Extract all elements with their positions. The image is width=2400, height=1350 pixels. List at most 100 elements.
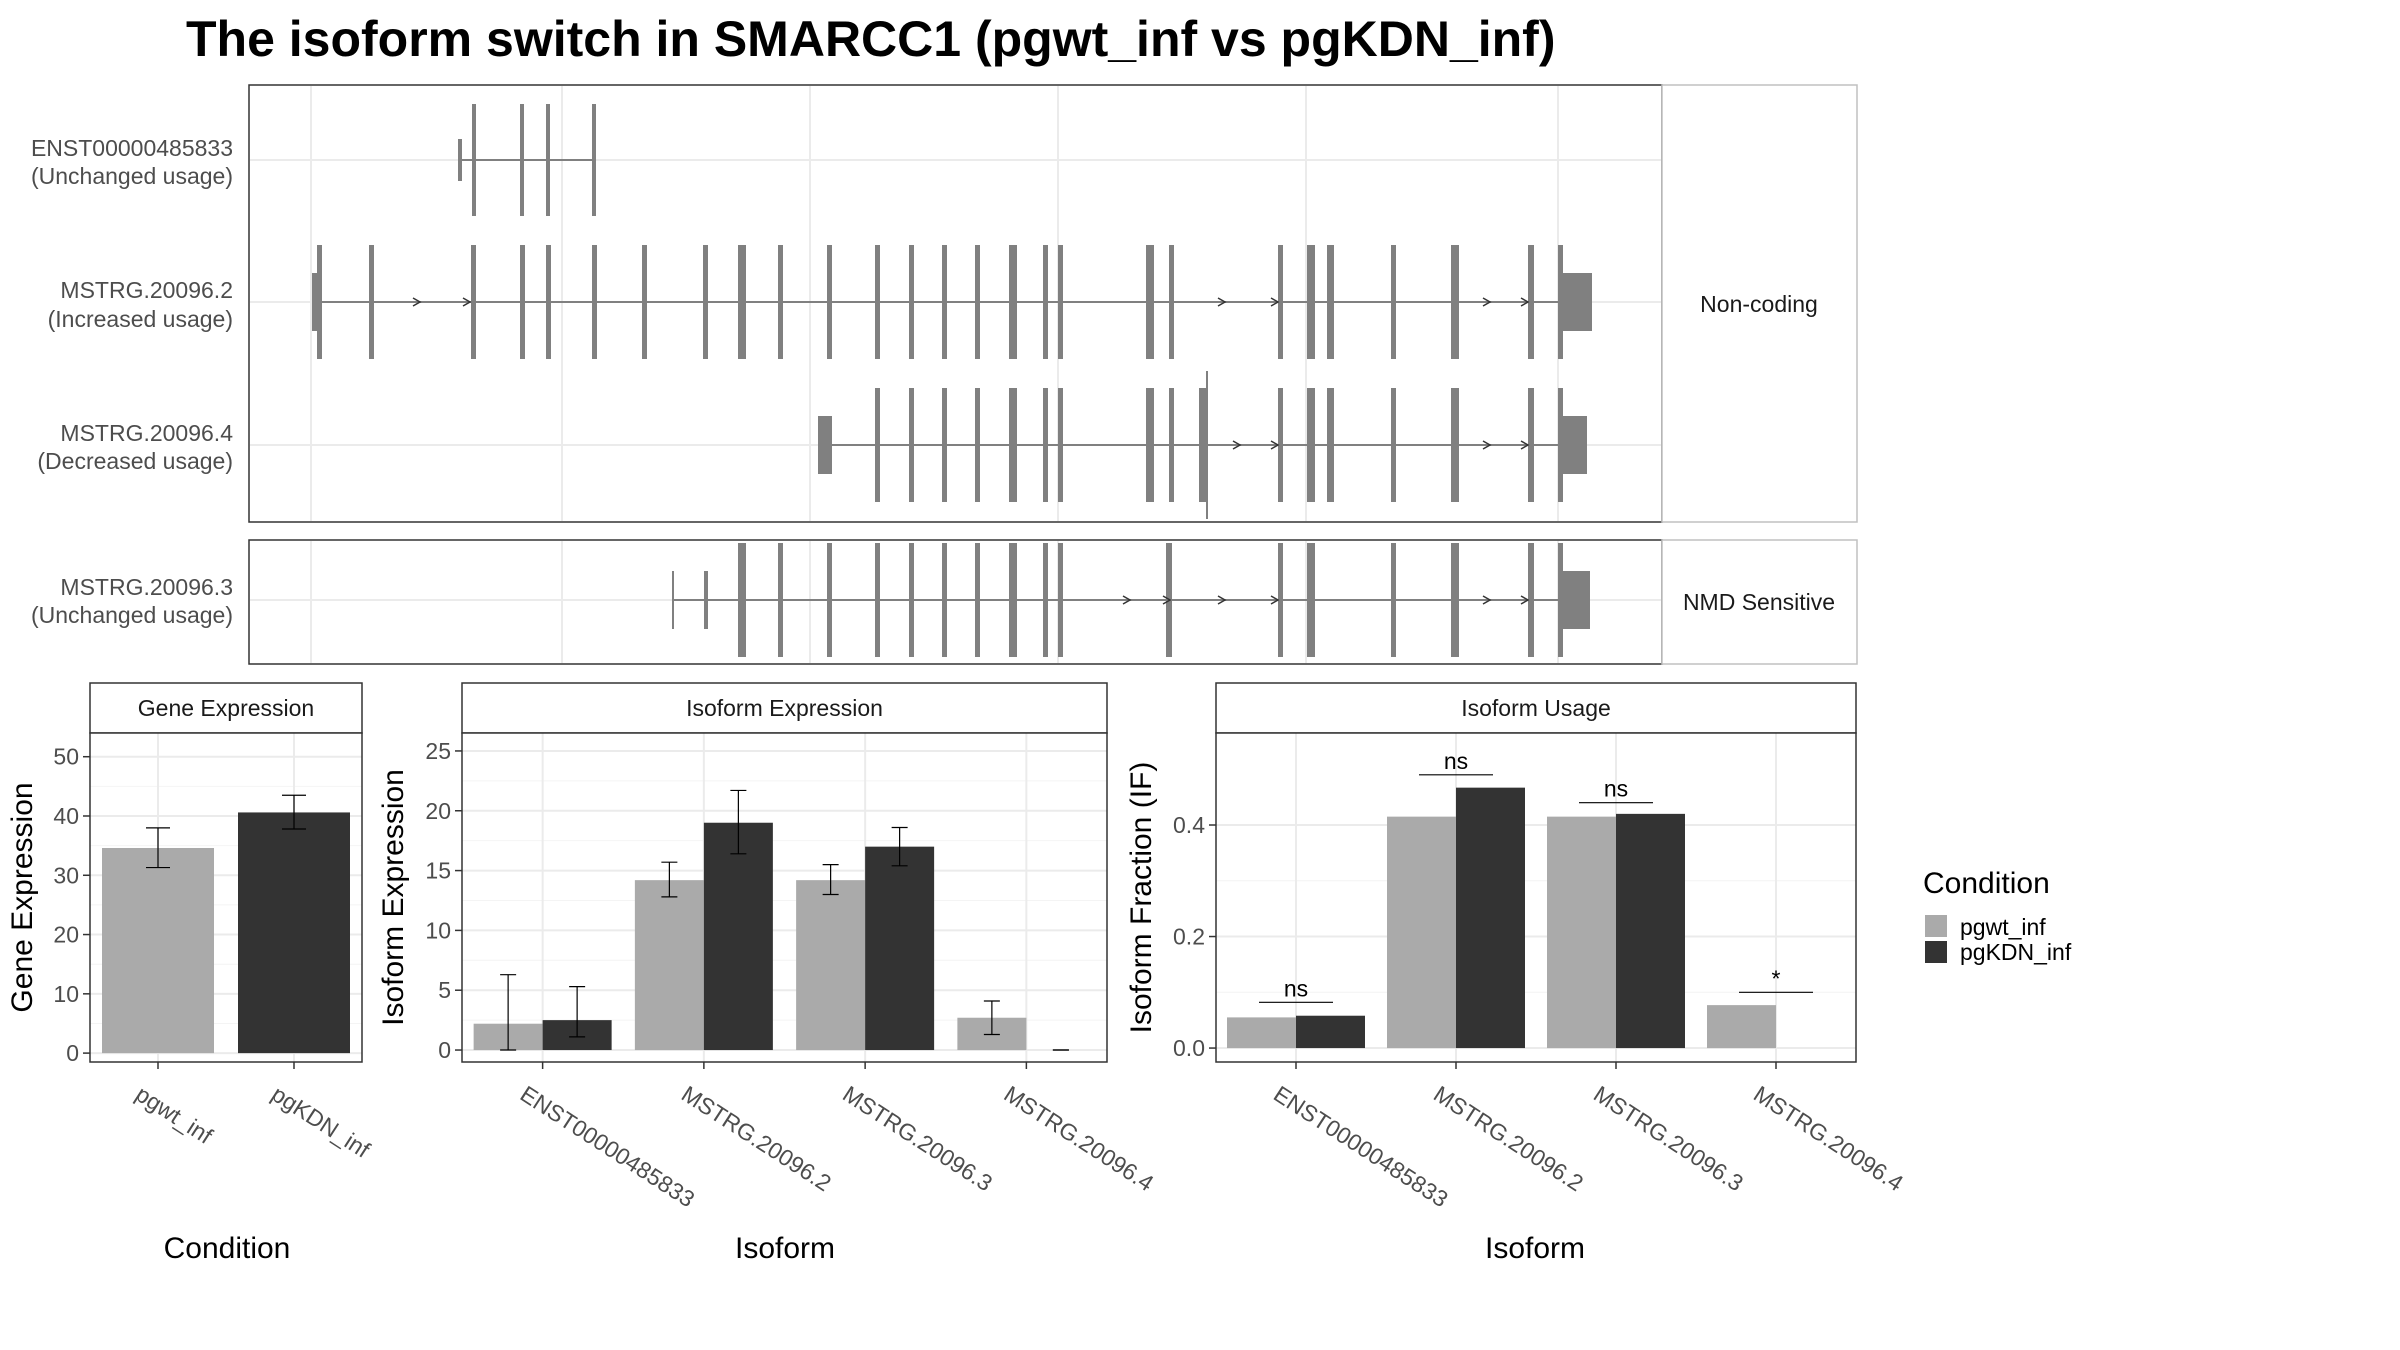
- exon: [778, 245, 783, 359]
- direction-arrow: [1520, 595, 1530, 605]
- y-tick-label: 10: [425, 917, 451, 943]
- direction-arrow: [1270, 297, 1280, 307]
- legend-swatch-pgkdn: [1925, 941, 1947, 963]
- direction-arrow: [462, 297, 472, 307]
- exon: [1169, 245, 1174, 359]
- exon: [520, 245, 525, 359]
- exon: [1451, 543, 1459, 657]
- x-axis-title: Isoform: [1485, 1232, 1585, 1265]
- panel-title: Gene Expression: [138, 695, 314, 721]
- utr-exon: [1560, 416, 1587, 474]
- direction-arrow: [412, 297, 422, 307]
- exon: [942, 245, 947, 359]
- strip-noncoding-label: Non-coding: [1700, 291, 1818, 317]
- y-tick-label: 30: [53, 862, 79, 888]
- exon: [1528, 245, 1534, 359]
- exon: [369, 245, 374, 359]
- exon: [1058, 388, 1063, 502]
- exon: [1528, 543, 1534, 657]
- bar: [865, 846, 935, 1051]
- bar: [1296, 1015, 1365, 1049]
- plot-border: [89, 732, 363, 1063]
- panel-title: Isoform Expression: [686, 695, 883, 721]
- exon: [1278, 543, 1283, 657]
- exon: [827, 245, 832, 359]
- bar: [1547, 816, 1616, 1049]
- chart-panel: Isoform Usage ns ns ns * 0.0 0.2 0.4 ENST0000048…: [1125, 682, 1908, 1265]
- isoform-name-label: MSTRG.20096.4: [60, 420, 233, 446]
- exon: [1169, 388, 1174, 502]
- x-tick-label: ENST00000485833: [516, 1080, 700, 1212]
- y-tick-label: 0.4: [1173, 812, 1205, 838]
- y-tick-label: 20: [425, 798, 451, 824]
- direction-arrow: [1270, 595, 1280, 605]
- exon: [592, 104, 596, 216]
- exon: [1199, 388, 1206, 502]
- exon: [1528, 388, 1534, 502]
- structure-panel-noncoding: [248, 84, 1663, 523]
- direction-arrow: [1217, 595, 1227, 605]
- exon: [472, 104, 476, 216]
- transcript-features: [312, 104, 1592, 657]
- legend-label: pgKDN_inf: [1960, 939, 2072, 965]
- exon: [1307, 543, 1315, 657]
- exon: [546, 104, 550, 216]
- direction-arrow: [1482, 595, 1492, 605]
- exon: [1307, 388, 1315, 502]
- bar: [1456, 787, 1525, 1049]
- y-tick-label: 50: [53, 744, 79, 770]
- exon: [975, 543, 980, 657]
- x-tick-label: MSTRG.20096.3: [1589, 1080, 1748, 1196]
- isoform-status-label: (Unchanged usage): [31, 602, 233, 628]
- direction-arrow: [1232, 440, 1242, 450]
- strip-nmd: [1661, 539, 1858, 665]
- y-tick-label: 0.2: [1173, 924, 1205, 950]
- bar: [634, 880, 704, 1051]
- y-axis-title: Isoform Fraction (IF): [1125, 762, 1158, 1034]
- exon: [818, 416, 832, 474]
- exon: [592, 245, 597, 359]
- y-tick-label: 5: [438, 977, 451, 1003]
- isoform-status-label: (Decreased usage): [37, 448, 233, 474]
- bar: [238, 812, 350, 1054]
- exon: [909, 245, 914, 359]
- exon: [546, 245, 551, 359]
- exon: [1043, 245, 1048, 359]
- isoform-name-label: ENST00000485833: [31, 135, 233, 161]
- exon: [1327, 245, 1334, 359]
- x-tick-label: MSTRG.20096.2: [1429, 1080, 1588, 1196]
- legend-title: Condition: [1923, 867, 2050, 900]
- exon: [642, 245, 647, 359]
- direction-arrow: [1482, 297, 1492, 307]
- x-tick-label: ENST00000485833: [1269, 1080, 1453, 1212]
- exon: [1009, 543, 1017, 657]
- exon: [738, 245, 746, 359]
- isoform-name-label: MSTRG.20096.2: [60, 277, 233, 303]
- exon: [672, 571, 674, 629]
- exon: [875, 245, 880, 359]
- direction-arrow: [1270, 440, 1280, 450]
- isoform-name-label: MSTRG.20096.3: [60, 574, 233, 600]
- y-tick-label: 25: [425, 738, 451, 764]
- significance-label: ns: [1444, 748, 1468, 774]
- y-axis-title: Isoform Expression: [377, 769, 410, 1026]
- exon: [1391, 245, 1396, 359]
- exon: [458, 139, 462, 181]
- y-tick-label: 10: [53, 981, 79, 1007]
- plot-border: [461, 732, 1108, 1063]
- x-tick-label: MSTRG.20096.2: [677, 1080, 836, 1196]
- exon: [1327, 388, 1334, 502]
- significance-label: *: [1772, 965, 1781, 991]
- figure-title: The isoform switch in SMARCC1 (pgwt_inf …: [186, 11, 1555, 67]
- plot-background: [462, 733, 1107, 1062]
- exon: [1278, 388, 1283, 502]
- exon: [1146, 388, 1154, 502]
- legend-label: pgwt_inf: [1960, 914, 2046, 940]
- exon: [704, 571, 708, 629]
- exon: [875, 388, 880, 502]
- y-axis-title: Gene Expression: [6, 782, 39, 1012]
- exon: [778, 543, 783, 657]
- legend: Condition pgwt_inf pgKDN_inf: [1923, 867, 2072, 965]
